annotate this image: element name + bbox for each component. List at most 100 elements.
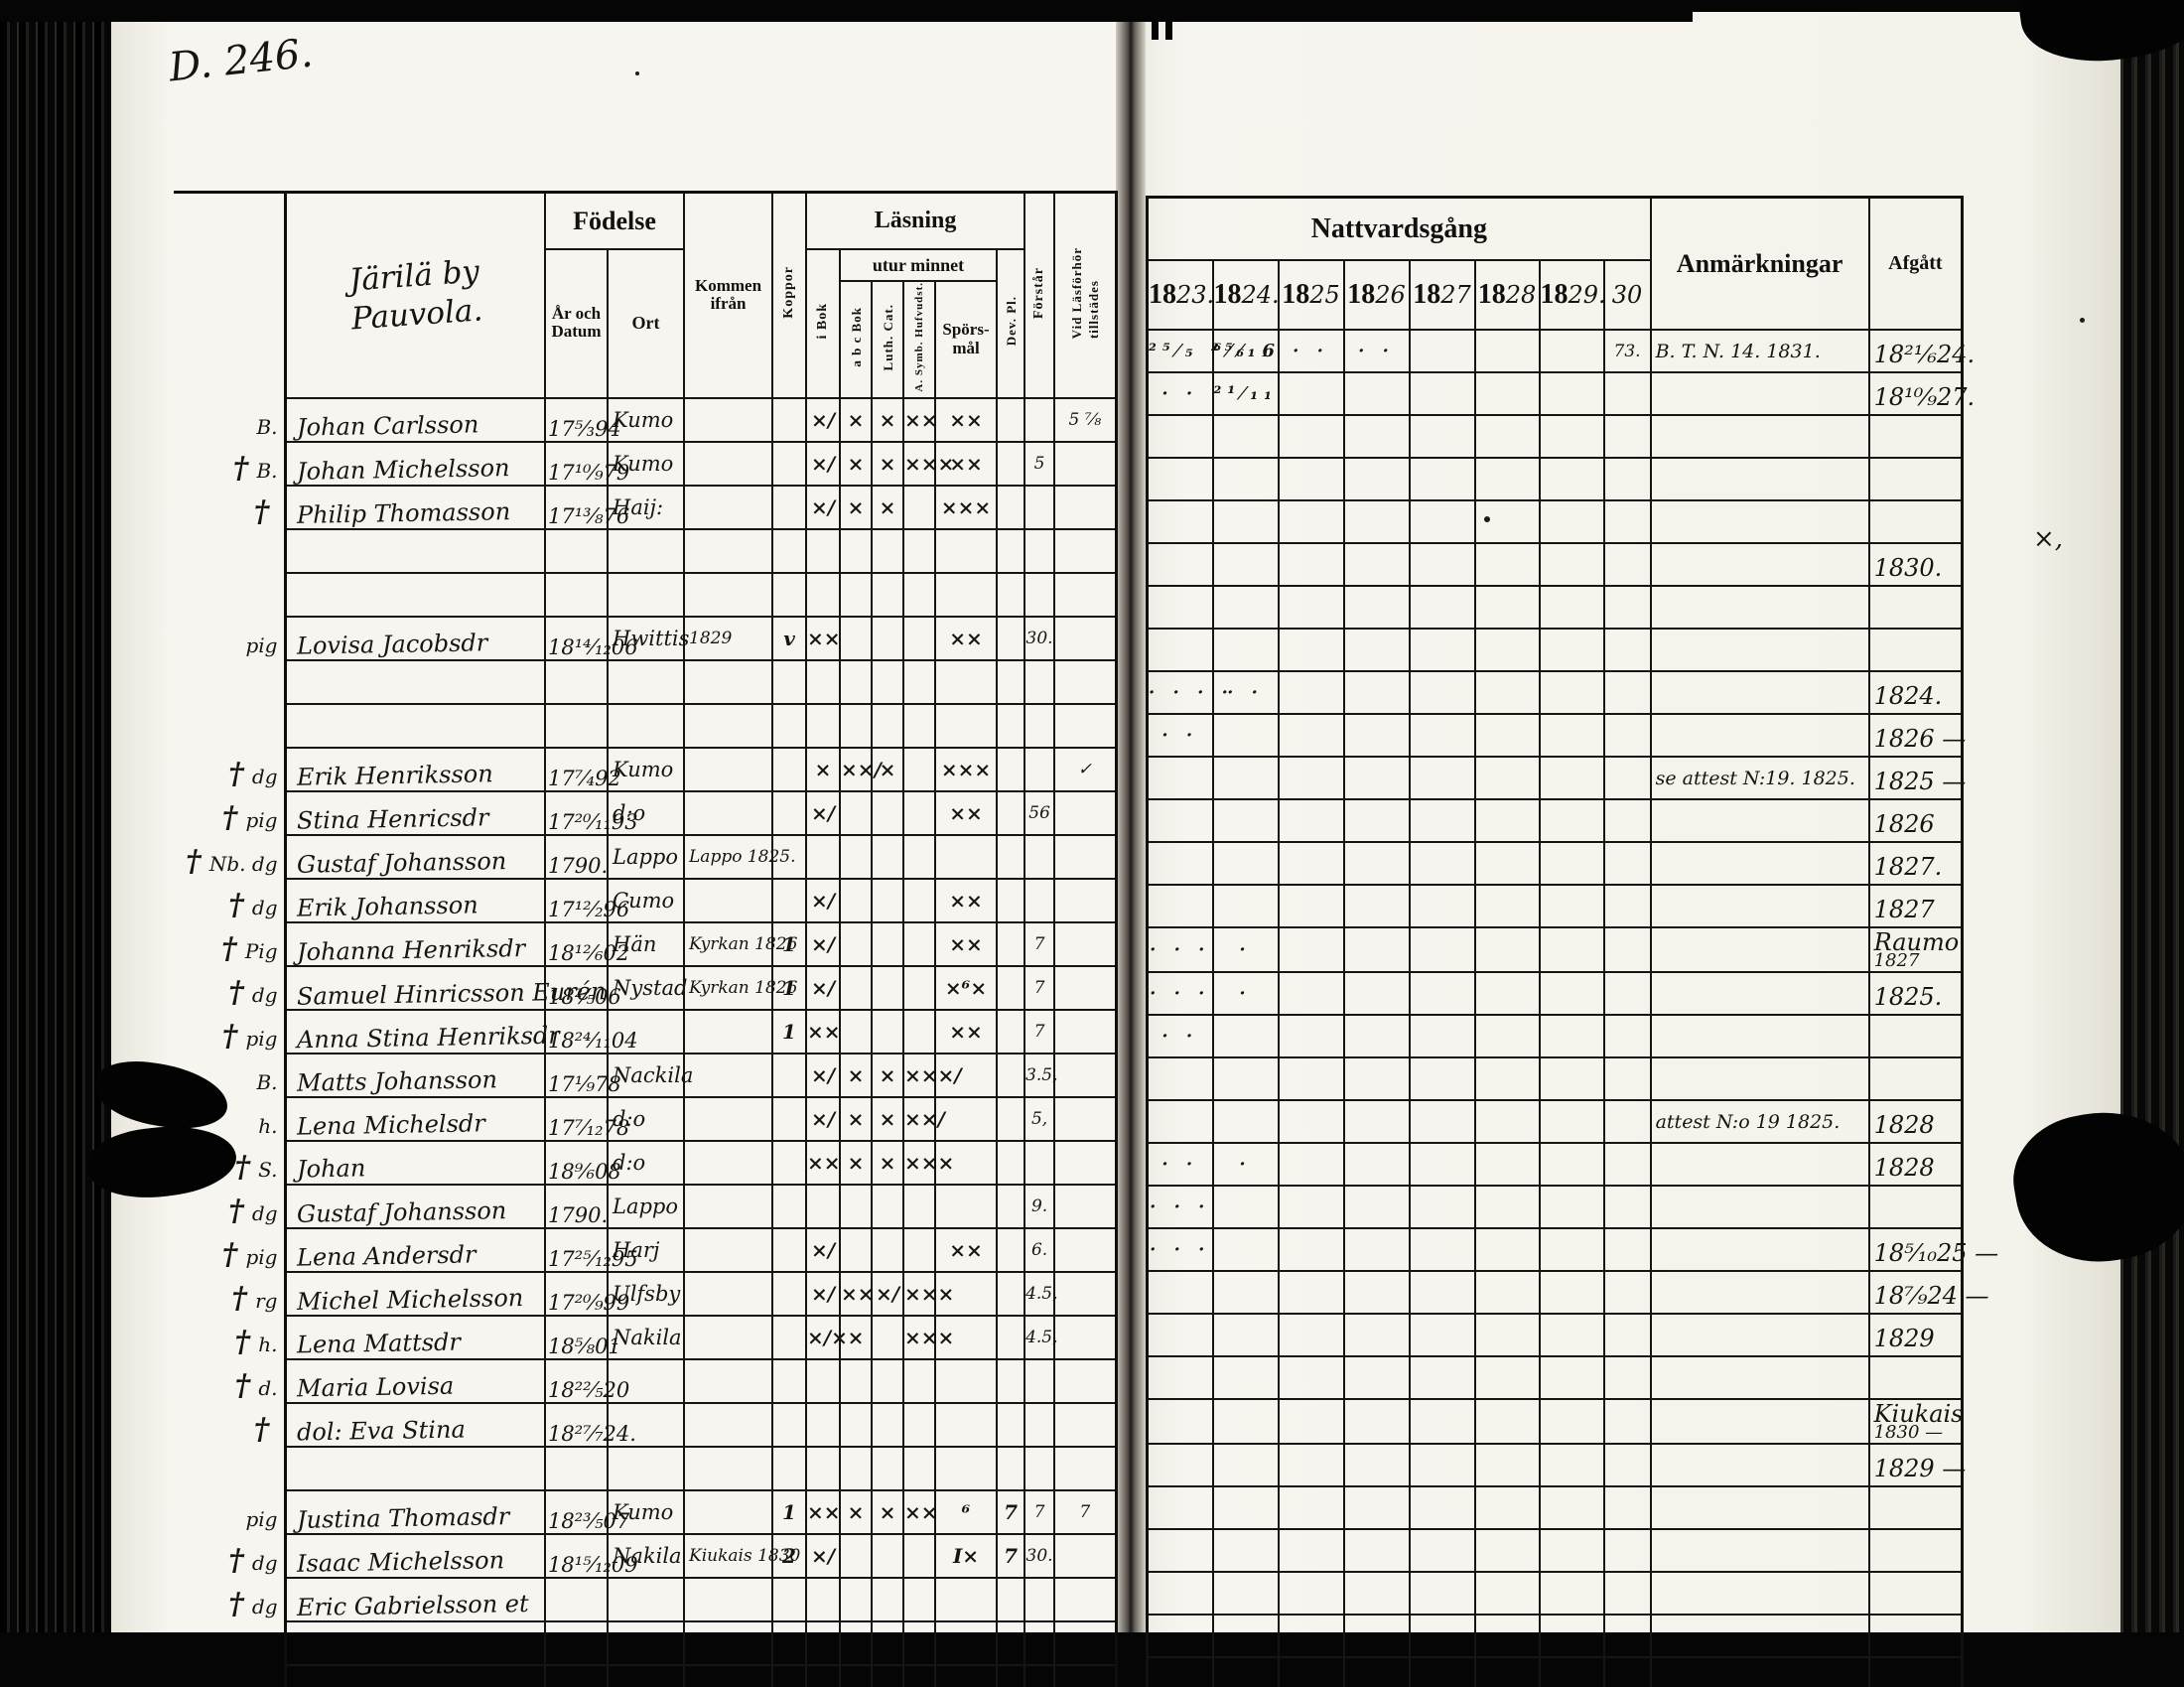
cell-communion-1825 <box>1277 926 1345 973</box>
header-afgatt: Afgått <box>1867 196 1964 331</box>
birth-place: d:o <box>613 1106 646 1131</box>
cell-anmarkningar <box>1649 1227 1870 1272</box>
person-name: Matts Johansson <box>296 1064 497 1097</box>
cell-vid-lasforhor <box>1053 1270 1118 1317</box>
cell-afgatt: 1824. <box>1867 670 1964 715</box>
cell-margin: h. <box>174 1097 285 1141</box>
cell-communion-1823 <box>1146 499 1214 544</box>
cell-communion-1830 <box>1602 1099 1652 1144</box>
cell-anmarkningar <box>1649 1398 1870 1445</box>
cell-dev-pl <box>996 1095 1026 1142</box>
table-row <box>174 527 1118 574</box>
cell-luth-cat: × <box>871 1095 905 1142</box>
cell-communion-1823 <box>1146 1270 1214 1315</box>
cell-communion-1825 <box>1277 756 1345 800</box>
cell-forstar: 30. <box>1024 615 1056 661</box>
cell-communion-1823 <box>1146 1056 1214 1101</box>
cell-kommen-ifran <box>683 877 774 923</box>
cell-communion-1827 <box>1408 329 1476 373</box>
cell-anmarkningar <box>1649 971 1870 1016</box>
cell-birth-date <box>544 1576 609 1622</box>
table-row: † dg Erik Henriksson 17⁷⁄₄92 Kumo × ××/ ×… <box>174 746 1118 792</box>
cell-communion-1830 <box>1602 1227 1652 1272</box>
cell-communion-1828 <box>1473 1656 1541 1687</box>
cell-sporsmal <box>934 1314 999 1360</box>
cell-i-bok: ×× <box>805 1139 842 1186</box>
cell-abc-bok: × <box>839 1052 874 1098</box>
cell-name: Gustaf Johansson <box>283 833 546 880</box>
cell-forstar <box>1024 746 1056 792</box>
cell-luth-cat: × <box>871 1052 905 1098</box>
cell-kommen-ifran <box>683 658 774 705</box>
cell-koppor: v <box>771 615 808 661</box>
cell-i-bok: ×/ <box>805 1532 842 1579</box>
cell-communion-1823 <box>1146 1313 1214 1357</box>
cell-communion-1827 <box>1408 1614 1476 1658</box>
cell-communion-1824 <box>1211 1528 1280 1573</box>
person-title: dg <box>251 1594 278 1618</box>
cell-vid-lasforhor <box>1053 1357 1118 1404</box>
cell-communion-1826 <box>1342 457 1411 501</box>
deceased-cross: † <box>234 1149 251 1185</box>
cell-birth-date: 18²⁄₅06 <box>544 964 621 1011</box>
cell-communion-1830: 73. <box>1602 329 1652 373</box>
cell-a-symb <box>902 1445 937 1491</box>
person-title: dg <box>251 895 278 919</box>
cell-abc-bok: × <box>839 1139 874 1186</box>
cell-dev-pl <box>996 396 1026 443</box>
cell-a-symb: ×× <box>902 396 938 443</box>
cell-kommen-ifran <box>683 440 774 487</box>
cell-kommen-ifran <box>683 1576 774 1622</box>
header-year-1826: 1826 <box>1342 259 1411 331</box>
table-row: † dg Isaac Michelsson 18¹⁵⁄₁₂09 Nakila Ki… <box>174 1532 1118 1579</box>
cell-communion-1827 <box>1408 585 1476 630</box>
birth-date: 1790. <box>548 853 609 878</box>
cell-communion-1827 <box>1408 1227 1476 1272</box>
cell-vid-lasforhor <box>1053 1619 1118 1666</box>
cell-afgatt: 18¹⁰⁄₉27. <box>1867 371 1975 416</box>
cell-luth-cat <box>871 1576 905 1622</box>
table-row: † pig Stina Henricsdr 17²⁰⁄₁₁93 d:o ×/ ××… <box>174 789 1118 836</box>
cell-communion-1826 <box>1342 1355 1411 1400</box>
cell-birth-place: Lappo <box>606 1183 686 1229</box>
cell-afgatt: 1826 <box>1867 798 1964 843</box>
person-title: dg <box>251 764 278 788</box>
cell-i-bok: ×/ <box>805 484 842 530</box>
cell-a-symb <box>902 833 937 880</box>
cell-afgatt: 18²¹⁄₆24. <box>1867 329 1975 373</box>
cell-communion-1826 <box>1342 670 1411 715</box>
cell-a-symb <box>902 702 937 749</box>
cell-i-bok <box>805 1445 842 1491</box>
cell-birth-date: 17⁷⁄₄92 <box>544 746 621 792</box>
cell-communion-1828 <box>1473 1099 1541 1144</box>
cell-communion-1827 <box>1408 1099 1476 1144</box>
cell-communion-1827 <box>1408 1398 1476 1445</box>
cell-communion-1829 <box>1538 1270 1605 1315</box>
cell-kommen-ifran: Kyrkan 1826 <box>683 920 797 967</box>
table-row: · · · 1828 <box>1146 1142 1964 1187</box>
cell-kommen-ifran <box>683 1445 774 1491</box>
cell-koppor <box>771 1445 808 1491</box>
binding-edge-right <box>2120 0 2184 1687</box>
cell-communion-1825 <box>1277 1270 1345 1315</box>
person-name: Lovisa Jacobsdr <box>296 628 487 660</box>
cell-communion-1823 <box>1146 542 1214 587</box>
deceased-cross: † <box>228 756 244 791</box>
cell-vid-lasforhor <box>1053 1139 1118 1186</box>
table-row: † dg Samuel Hinricsson Eurén 18²⁄₅06 Nyst… <box>174 964 1118 1011</box>
deceased-cross: † <box>221 930 237 966</box>
cell-birth-date <box>544 1619 609 1666</box>
departure-entry: Raumo <box>1873 928 1960 956</box>
person-name: Erik Henriksson <box>296 759 493 791</box>
cell-communion-1827 <box>1408 1142 1476 1187</box>
cell-communion-1824 <box>1211 756 1280 800</box>
cell-afgatt: 1826 — <box>1867 713 1966 758</box>
cell-communion-1827 <box>1408 926 1476 973</box>
cell-communion-1828 <box>1473 585 1541 630</box>
cell-luth-cat <box>871 920 905 967</box>
cell-kommen-ifran: 1829 <box>683 615 774 661</box>
cell-communion-1829 <box>1538 841 1605 886</box>
table-row <box>1146 1571 1964 1616</box>
cell-vid-lasforhor <box>1053 1663 1118 1687</box>
cell-name: Matts Johansson <box>283 1052 546 1098</box>
